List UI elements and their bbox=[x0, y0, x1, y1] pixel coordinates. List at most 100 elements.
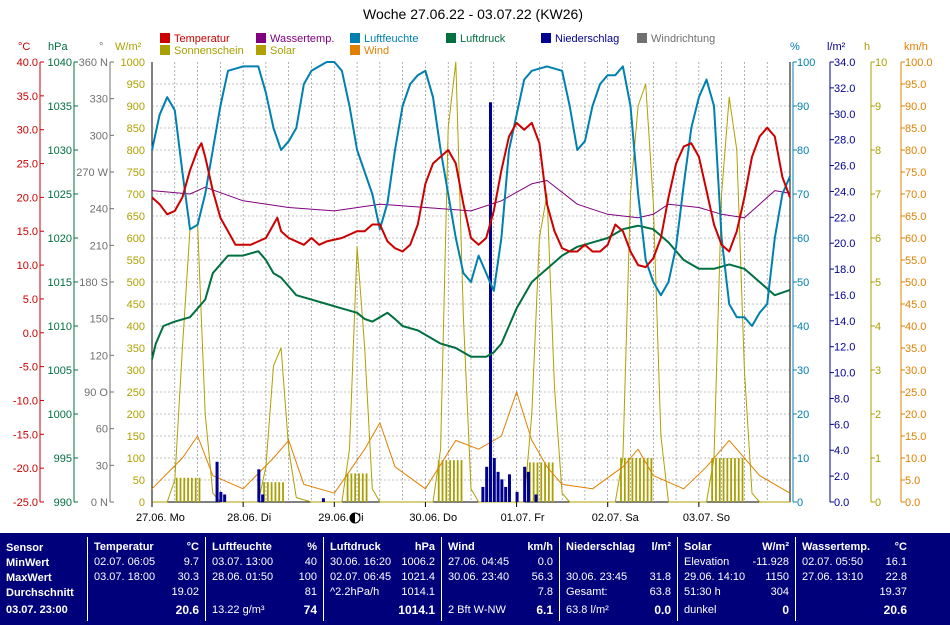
humidity-axis-tick: 90 bbox=[797, 101, 809, 113]
winddir-axis-tick: 120 bbox=[90, 350, 108, 362]
stats-hum-current: 74 bbox=[303, 603, 317, 617]
winddir-axis-tick: 90 O bbox=[84, 387, 108, 399]
stats-press-current: 1014.1 bbox=[398, 603, 435, 617]
temp-axis-tick: 20.0 bbox=[17, 192, 38, 204]
solar-axis-tick: 250 bbox=[127, 387, 145, 399]
rain-bar bbox=[534, 494, 538, 502]
sunshine-bar bbox=[532, 462, 535, 502]
winddir-axis-unit: ° bbox=[99, 41, 103, 53]
rain-axis-tick: 34.0 bbox=[834, 57, 855, 69]
stats-water-avg: 19.37 bbox=[879, 586, 907, 598]
temp-axis-tick: 25.0 bbox=[17, 159, 38, 171]
sunshine-bar bbox=[711, 458, 714, 502]
winddir-axis-tick: 360 N bbox=[79, 57, 108, 69]
rain-bar bbox=[515, 491, 519, 502]
sunshine-bar bbox=[270, 482, 273, 502]
stats-hum-max: 100 bbox=[298, 571, 317, 583]
stats-hum-avg: 81 bbox=[304, 586, 317, 598]
rain-bar bbox=[496, 471, 500, 502]
sunshine-bar bbox=[449, 460, 452, 502]
temp-axis-tick: 35.0 bbox=[17, 91, 38, 103]
weather-chart: Woche 27.06.22 - 03.07.22 (KW26) Tempera… bbox=[13, 6, 933, 524]
sunshine-bar bbox=[346, 473, 349, 502]
stats-rain-unit: l/m² bbox=[651, 541, 671, 553]
rain-bar bbox=[257, 469, 261, 502]
temp-axis-tick: -5.0 bbox=[19, 362, 38, 374]
rain-axis-tick: 14.0 bbox=[834, 316, 855, 328]
legend-swatch-water-temp bbox=[256, 33, 266, 43]
sunshine-bar bbox=[734, 458, 736, 502]
solar-axis-tick: 0 bbox=[139, 497, 145, 509]
sunshine-bar bbox=[642, 458, 645, 502]
wind-axis-tick: 55.0 bbox=[905, 255, 926, 267]
stats-temp-min: 9.7 bbox=[183, 556, 199, 568]
stats-press-trend: ^2.2hPa/h bbox=[330, 586, 380, 598]
rain-axis-tick: 10.0 bbox=[834, 368, 855, 380]
pressure-axis-tick: 1015 bbox=[48, 277, 72, 289]
stats-col-temperature: Temperatur °C 02.07. 06:05 9.7 03.07. 18… bbox=[88, 533, 205, 625]
solar-axis-tick: 450 bbox=[127, 299, 145, 311]
sunshine-bar bbox=[650, 458, 653, 502]
sunshine-bar bbox=[358, 473, 360, 502]
stats-water-min-time: 02.07. 05:50 bbox=[802, 556, 864, 568]
day-label: 30.06. Do bbox=[409, 512, 457, 524]
solar-axis-tick: 400 bbox=[127, 321, 145, 333]
sunshine-bar bbox=[639, 458, 641, 502]
solar-axis-tick: 700 bbox=[127, 189, 145, 201]
sunshine-bar bbox=[354, 473, 357, 502]
stats-temp-min-time: 02.07. 06:05 bbox=[94, 556, 156, 568]
rain-axis-tick: 28.0 bbox=[834, 135, 855, 147]
legend-water-temp: Wassertemp. bbox=[270, 33, 334, 45]
pressure-axis-tick: 1030 bbox=[48, 145, 72, 157]
pressure-axis-tick: 1025 bbox=[48, 189, 72, 201]
wind-axis-tick: 75.0 bbox=[905, 167, 926, 179]
rain-axis-tick: 2.0 bbox=[834, 471, 849, 483]
moon-icon bbox=[349, 512, 361, 524]
sunshine-bar bbox=[278, 482, 281, 502]
wind-axis-tick: 25.0 bbox=[905, 387, 926, 399]
temp-axis-tick: 10.0 bbox=[17, 260, 38, 272]
stats-temp-max-time: 03.07. 18:00 bbox=[94, 571, 156, 583]
stats-solar-state: dunkel bbox=[684, 604, 717, 616]
winddir-axis-tick: 300 bbox=[90, 130, 108, 142]
stats-temp-current: 20.6 bbox=[175, 603, 199, 617]
humidity-axis-tick: 100 bbox=[797, 57, 815, 69]
stats-solar-elevation: -11.928 bbox=[752, 556, 790, 568]
rain-axis-tick: 24.0 bbox=[834, 186, 855, 198]
stats-water-max-time: 27.06. 13:10 bbox=[802, 571, 864, 583]
sunshine-bar bbox=[445, 460, 448, 502]
stats-col-rain: Niederschlag l/m² 30.06. 23:45 31.8 Gesa… bbox=[560, 533, 677, 625]
humidity-axis-tick: 20 bbox=[797, 409, 809, 421]
wind-axis-tick: 45.0 bbox=[905, 299, 926, 311]
legend-wind-direction: Windrichtung bbox=[651, 33, 715, 45]
temp-axis-tick: -10.0 bbox=[13, 395, 38, 407]
winddir-axis-tick: 270 W bbox=[76, 167, 108, 179]
stats-wind-max-time: 30.06. 23:40 bbox=[448, 571, 510, 583]
sun-axis-tick: 9 bbox=[875, 101, 881, 113]
stats-press-title: Luftdruck bbox=[330, 541, 381, 553]
solar-axis-tick: 350 bbox=[127, 343, 145, 355]
legend-swatch-solar bbox=[256, 45, 266, 55]
temp-axis-tick: -15.0 bbox=[13, 429, 38, 441]
sunshine-bar bbox=[175, 477, 178, 502]
solar-axis-tick: 600 bbox=[127, 233, 145, 245]
rain-bar bbox=[261, 494, 265, 502]
legend-swatch-humidity bbox=[350, 33, 360, 43]
stats-solar-max: 1150 bbox=[765, 571, 789, 583]
sun-axis-tick: 7 bbox=[875, 189, 881, 201]
stats-solar-sun-hours: 51:30 h bbox=[684, 586, 721, 598]
solar-axis-tick: 50 bbox=[133, 475, 145, 487]
sunshine-bar bbox=[198, 477, 201, 502]
humidity-axis-tick: 60 bbox=[797, 233, 809, 245]
day-label: 02.07. Sa bbox=[592, 512, 640, 524]
rain-bar bbox=[485, 466, 489, 502]
sun-axis-unit: h bbox=[864, 41, 870, 53]
pressure-axis-tick: 1010 bbox=[48, 321, 72, 333]
wind-axis-tick: 40.0 bbox=[905, 321, 926, 333]
sunshine-bar bbox=[187, 477, 189, 502]
axes: 40.035.030.025.020.015.010.05.00.0-5.0-1… bbox=[13, 57, 933, 509]
sun-axis-tick: 6 bbox=[875, 233, 881, 245]
rain-bar bbox=[504, 486, 508, 502]
stats-water-title: Wassertemp. bbox=[802, 541, 871, 553]
temp-axis-tick: 40.0 bbox=[17, 57, 38, 69]
